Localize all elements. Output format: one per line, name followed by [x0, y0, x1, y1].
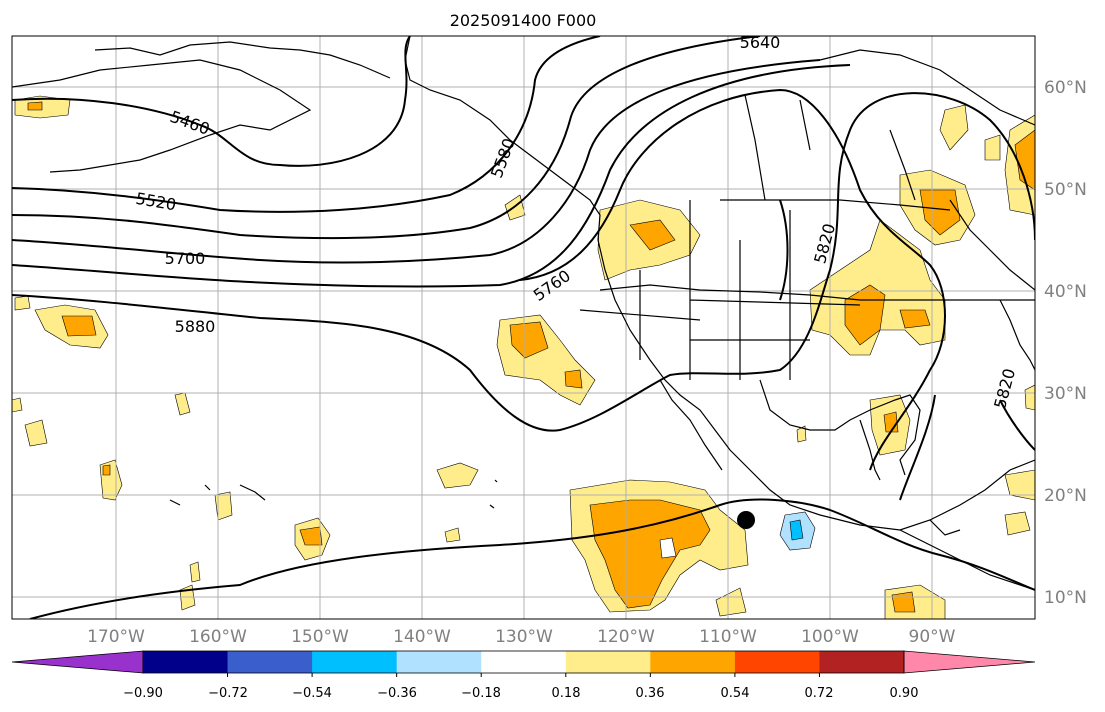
colorbar-tick-label: 0.54 [721, 686, 750, 701]
latitude-labels: 60°N 50°N 40°N 30°N 20°N 10°N [1044, 78, 1087, 608]
lat-label: 20°N [1044, 486, 1087, 506]
contour-label-5880: 5880 [175, 317, 216, 336]
lat-label: 60°N [1044, 78, 1087, 98]
colorbar-segment [650, 651, 736, 673]
colorbar-segment [143, 651, 229, 673]
colorbar-tick-label: −0.18 [461, 686, 501, 701]
lon-label: 130°W [495, 627, 553, 647]
colorbar-tick-label: −0.54 [292, 686, 332, 701]
map-title: 2025091400 F000 [450, 11, 597, 30]
colorbar-extend-min [11, 650, 144, 674]
longitude-labels: 170°W 160°W 150°W 140°W 130°W 120°W 110°… [87, 627, 956, 647]
lon-label: 140°W [393, 627, 451, 647]
lat-label: 40°N [1044, 282, 1087, 302]
colorbar-segment [481, 651, 567, 673]
lon-label: 160°W [189, 627, 247, 647]
graticule [12, 36, 1035, 619]
lon-label: 150°W [291, 627, 349, 647]
anomaly-shading [12, 95, 1035, 619]
location-marker [737, 511, 755, 529]
colorbar-tick-label: −0.36 [377, 686, 417, 701]
colorbar [11, 650, 1036, 677]
lon-label: 90°W [909, 627, 956, 647]
colorbar-extend-max [903, 650, 1036, 674]
colorbar-segment [565, 651, 651, 673]
coastlines [12, 36, 1035, 591]
lon-label: 120°W [597, 627, 655, 647]
colorbar-tick-label: 0.36 [636, 686, 665, 701]
negative-anomaly [779, 511, 816, 551]
colorbar-segment [227, 651, 313, 673]
colorbar-tick-label: 0.90 [890, 686, 919, 701]
colorbar-outline [142, 650, 905, 674]
colorbar-segment [734, 651, 820, 673]
contour-label-5700: 5700 [165, 249, 206, 268]
colorbar-tick-label: 0.72 [805, 686, 834, 701]
colorbar-tick-label: −0.72 [208, 686, 248, 701]
lon-label: 110°W [699, 627, 757, 647]
lat-label: 30°N [1044, 384, 1087, 404]
colorbar-segment [396, 651, 482, 673]
map-area: 5640 5460 5520 5700 5880 5760 5820 5820 … [12, 33, 1035, 619]
colorbar-tick-label: 0.18 [552, 686, 581, 701]
lon-label: 100°W [801, 627, 859, 647]
height-contours [12, 36, 1035, 619]
colorbar-tick-label: −0.90 [123, 686, 163, 701]
lat-label: 10°N [1044, 588, 1087, 608]
lon-label: 170°W [87, 627, 145, 647]
colorbar-segment [819, 651, 905, 673]
contour-label-5640: 5640 [740, 33, 781, 52]
colorbar-segment [312, 651, 398, 673]
map-frame [11, 35, 1036, 620]
lat-label: 50°N [1044, 180, 1087, 200]
colorbar-labels: −0.90 −0.72 −0.54 −0.36 −0.18 0.18 0.36 … [123, 686, 918, 701]
